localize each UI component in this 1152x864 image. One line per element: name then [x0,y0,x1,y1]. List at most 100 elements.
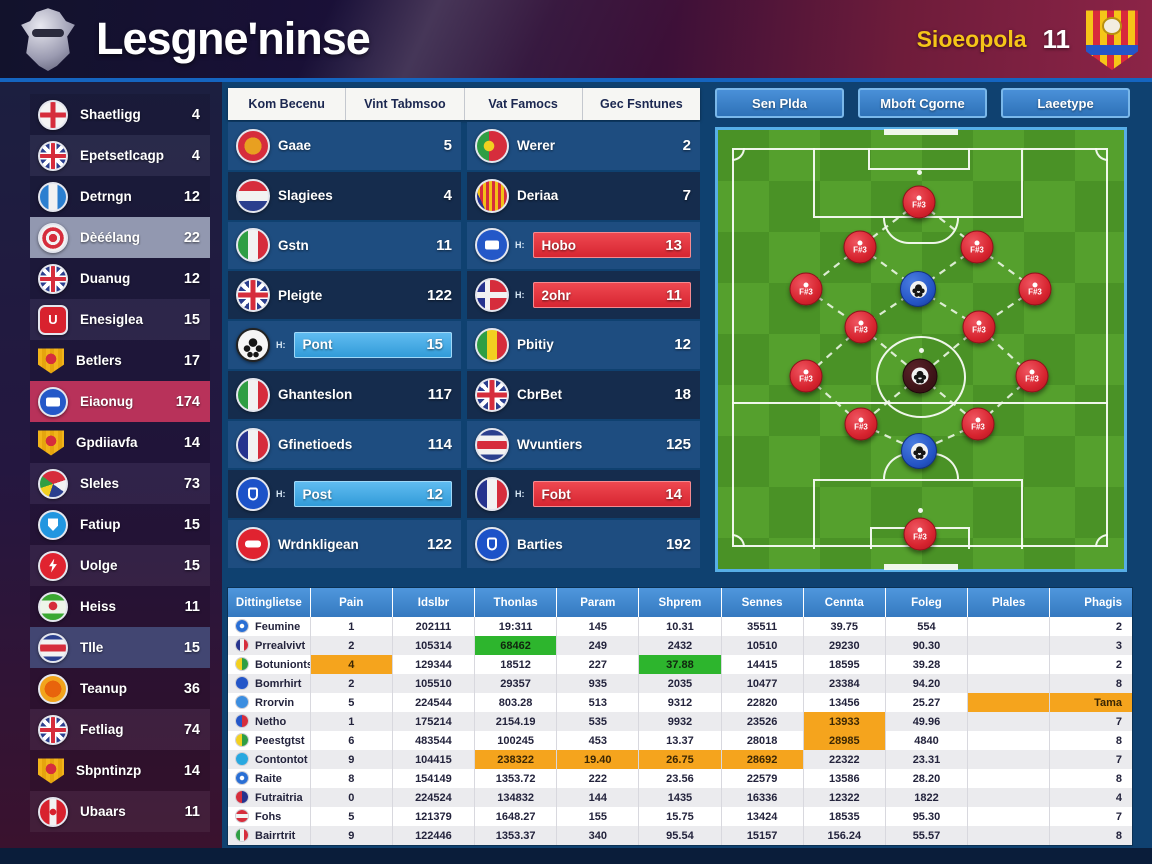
tab[interactable]: Gec Fsntunes [582,88,700,120]
stat-row[interactable]: Ghanteslon 117 [228,370,461,419]
ball-marker[interactable] [900,271,936,307]
player-marker[interactable]: F#3 [960,230,994,264]
player-marker[interactable]: F#3 [844,407,878,441]
column-header[interactable]: Foleg [885,588,969,617]
column-header[interactable]: Cennta [803,588,886,617]
stat-row[interactable]: H: Post 12 [228,470,461,519]
pitch-button[interactable]: Laeetype [1001,88,1130,118]
table-cell: 29230 [803,636,886,655]
table-row[interactable]: Raite 8 154149 1353.72 222 23.56 22579 13586 28.… [228,769,1132,788]
sidebar-item[interactable]: Detrngn 12 [30,176,210,217]
stat-row[interactable]: Gfinetioeds 114 [228,420,461,469]
table-row[interactable]: Rrorvin 5 224544 803.28 513 9312 22820 13456 25.… [228,693,1132,712]
player-marker[interactable]: F#3 [844,310,878,344]
player-marker[interactable]: F#3 [903,517,937,551]
stat-label: Deriaa [517,188,559,204]
sidebar-item[interactable]: Epetsetlcagp 4 [30,135,210,176]
stat-value: 125 [665,436,691,454]
sidebar-item[interactable]: Ubaars 11 [30,791,210,832]
table-cell: 1353.37 [474,826,558,845]
table-row[interactable]: Contontot 9 104415 238322 19.40 26.75 28692 223… [228,750,1132,769]
table-cell: 1353.72 [474,769,558,788]
sidebar-item[interactable]: Gpdiiavfa 14 [30,422,210,463]
stat-row[interactable]: H: Hobo 13 [467,221,700,270]
table-cell: 29357 [474,674,558,693]
sidebar-item[interactable]: Sbpntinzp 14 [30,750,210,791]
stat-row[interactable]: Wrdnkligean 122 [228,520,461,568]
player-marker[interactable]: F#3 [789,359,823,393]
sidebar-item[interactable]: Teanup 36 [30,668,210,709]
stat-row[interactable]: Pbitiy 12 [467,321,700,369]
tab[interactable]: Kom Becenu [228,88,347,120]
column-header[interactable]: Idslbr [392,588,476,617]
tab[interactable]: Vint Tabmsoo [346,88,465,120]
player-marker[interactable]: F#3 [961,407,995,441]
stat-row[interactable]: Pleigte 122 [228,271,461,320]
sidebar-item-value: 15 [183,516,200,533]
stat-row[interactable]: H: Fobt 14 [467,470,700,519]
player-marker[interactable]: F#3 [1015,359,1049,393]
sidebar-item[interactable]: Eiaonug 174 [30,381,210,422]
sidebar-item-label: Sbpntinzp [76,763,142,778]
stat-row[interactable]: H: Pont 15 [228,321,461,369]
stat-row[interactable]: Gstn 11 [228,221,461,270]
pitch-button[interactable]: Mboft Cgorne [858,88,987,118]
sidebar-item[interactable]: Fatiup 15 [30,504,210,545]
sidebar-item[interactable]: Heiss 11 [30,586,210,627]
player-marker[interactable]: F#3 [962,310,996,344]
sidebar-item[interactable]: Shaetligg 4 [30,94,210,135]
sidebar-item-value: 11 [184,803,200,820]
sidebar-item-value: 73 [183,475,200,492]
column-header[interactable]: Pain [310,588,393,617]
stat-row[interactable]: Barties 192 [467,520,700,568]
stat-bar: Post 12 [293,481,452,508]
stat-label: Post [302,486,332,502]
stat-row[interactable]: H: 2ohr 11 [467,271,700,320]
table-row[interactable]: Peestgtst 6 483544 100245 453 13.37 28018 28985… [228,731,1132,750]
sidebar-item[interactable]: Tlle 15 [30,627,210,668]
sidebar-item[interactable]: Uolge 15 [30,545,210,586]
sidebar-item[interactable]: Sleles 73 [30,463,210,504]
table-cell: 90.30 [885,636,969,655]
ball-marker[interactable] [902,358,938,394]
table-row[interactable]: Fohs 5 121379 1648.27 155 15.75 13424 18535 95.3… [228,807,1132,826]
table-row[interactable]: Botunionts 4 129344 18512 227 37.88 14415 18595… [228,655,1132,674]
circle-blue-badge-icon [38,386,68,417]
stat-row[interactable]: Deriaa 7 [467,171,700,220]
sidebar-item[interactable]: Fetliag 74 [30,709,210,750]
sidebar-item[interactable]: Enesiglea 15 [30,299,210,340]
table-row[interactable]: Netho 1 175214 2154.19 535 9932 23526 13933 49.9… [228,712,1132,731]
table-row[interactable]: Bomrhirt 2 105510 29357 935 2035 10477 23384 94.… [228,674,1132,693]
stat-row[interactable]: Werer 2 [467,122,700,170]
player-marker[interactable]: F#3 [843,230,877,264]
tab[interactable]: Vat Famocs [464,88,583,120]
ball-marker[interactable] [901,433,937,469]
pitch-button[interactable]: Sen Plda [715,88,844,118]
player-marker[interactable]: F#3 [1018,272,1052,306]
table-row[interactable]: Prrealvivt 2 105314 68462 249 2432 10510 29230 9… [228,636,1132,655]
stat-bar: Wrdnkligean 122 [278,536,452,553]
stat-row[interactable]: Slagiees 4 [228,171,461,220]
column-header[interactable]: Param [556,588,640,617]
player-marker[interactable]: F#3 [902,185,936,219]
column-header[interactable]: Dittinglietse [228,588,311,617]
stat-row[interactable]: Gaae 5 [228,122,461,170]
table-cell: 554 [885,617,969,636]
stat-row[interactable]: CbrBet 18 [467,370,700,419]
sidebar-item[interactable]: Betlers 17 [30,340,210,381]
table-row[interactable]: Bairrtrit 9 122446 1353.37 340 95.54 15157 156.… [228,826,1132,845]
sidebar-item[interactable]: Duanug 12 [30,258,210,299]
column-header[interactable]: Sennes [721,588,804,617]
table-cell: 2154.19 [474,712,558,731]
player-marker[interactable]: F#3 [789,272,823,306]
table-cell: 23526 [721,712,804,731]
sidebar-item[interactable]: Dèéélang 22 [30,217,210,258]
column-header[interactable]: Plales [967,588,1051,617]
column-header[interactable]: Phagis [1049,588,1132,617]
column-header[interactable]: Thonlas [474,588,558,617]
table-row[interactable]: Feumine 1 202111 19:311 145 10.31 35511 39.75 55… [228,617,1132,636]
stat-row[interactable]: Wvuntiers 125 [467,420,700,469]
column-header[interactable]: Shprem [638,588,722,617]
table-cell: 22579 [721,769,804,788]
table-row[interactable]: Futraitria 0 224524 134832 144 1435 16336 12322… [228,788,1132,807]
